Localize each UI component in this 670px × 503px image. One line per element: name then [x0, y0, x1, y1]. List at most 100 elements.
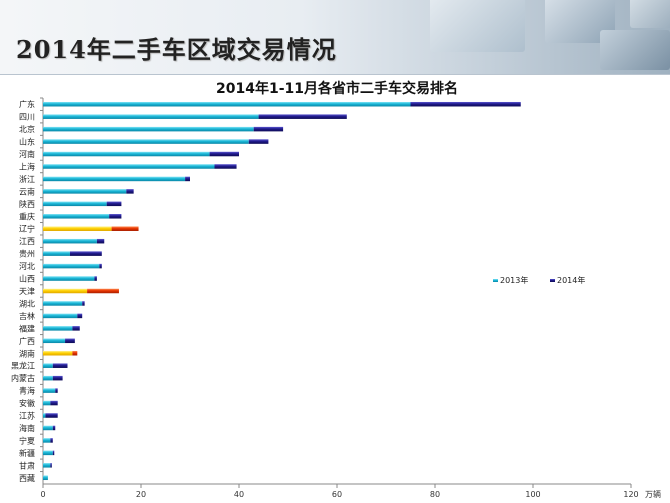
bar-2014-28 [52, 450, 55, 456]
category-label: 江西 [19, 237, 35, 246]
category-label: 重庆 [19, 211, 35, 221]
bar-2013-15 [43, 288, 88, 294]
bar-2013-24 [43, 400, 51, 406]
bar-2013-25 [43, 413, 46, 418]
bar-2014-27 [50, 438, 53, 443]
bar-2014-4 [209, 151, 239, 157]
bar-2014-12 [69, 251, 102, 256]
bar-2013-9 [43, 214, 110, 219]
bar-2013-2 [43, 126, 254, 132]
category-label: 山东 [19, 137, 35, 147]
bar-2013-27 [43, 438, 51, 443]
bar-2013-10 [43, 226, 112, 231]
category-label: 山西 [19, 274, 35, 284]
bar-2013-8 [43, 201, 107, 207]
bar-2013-29 [43, 463, 51, 468]
legend-label: 2014年 [557, 275, 585, 285]
decorative-cube [430, 0, 525, 52]
bar-2014-8 [106, 201, 122, 207]
category-label: 青海 [19, 386, 35, 396]
bar-2014-11 [96, 238, 105, 244]
bar-2014-25 [45, 413, 58, 418]
bar-2013-20 [43, 351, 73, 356]
category-label: 上海 [19, 161, 35, 171]
category-label: 浙江 [19, 174, 35, 184]
bar-2014-15 [87, 288, 119, 294]
bar-2013-16 [43, 301, 83, 306]
category-label: 湖南 [19, 348, 35, 358]
category-label: 内蒙古 [11, 373, 35, 383]
bar-2014-0 [410, 101, 521, 107]
category-label: 宁夏 [19, 435, 35, 445]
bar-2014-22 [52, 375, 63, 381]
category-label: 广东 [19, 99, 35, 109]
chart-title: 2014年1-11月各省市二手车交易排名 [216, 80, 458, 97]
bar-2014-26 [52, 425, 56, 431]
x-axis-unit: 万辆 [645, 489, 661, 499]
legend-label: 2013年 [500, 275, 528, 285]
bar-2013-21 [43, 363, 53, 368]
category-label: 安徽 [19, 398, 35, 408]
category-label: 云南 [19, 186, 35, 196]
bar-2014-3 [248, 139, 269, 144]
bar-2013-7 [43, 189, 127, 194]
x-tick-label: 80 [430, 490, 440, 499]
bar-2013-12 [43, 251, 70, 256]
bar-2013-23 [43, 388, 56, 393]
x-tick-label: 120 [623, 490, 638, 499]
bar-2014-16 [82, 301, 85, 306]
category-label: 福建 [19, 323, 35, 333]
bar-2013-14 [43, 276, 95, 281]
bar-2014-10 [111, 226, 139, 231]
bar-2014-29 [50, 463, 52, 468]
category-label: 河北 [19, 261, 35, 271]
banner-divider [0, 74, 670, 75]
bar-2013-6 [43, 176, 186, 182]
category-label: 海南 [19, 423, 35, 433]
plot-area: 0 20 40 60 80 100 120 万辆 广东四川北京山东河南上海浙江云南陕西重庆辽宁江… [11, 97, 661, 499]
bar-2014-19 [65, 338, 75, 344]
x-tick-label: 100 [525, 490, 540, 499]
category-label: 江苏 [19, 411, 35, 421]
category-label: 陕西 [19, 199, 35, 209]
bar-2013-4 [43, 151, 210, 157]
category-label: 北京 [19, 124, 35, 134]
bar-2013-19 [43, 338, 66, 344]
bar-2013-26 [43, 425, 53, 431]
decorative-cube [630, 0, 670, 28]
category-label: 吉林 [19, 311, 35, 321]
category-label: 天津 [19, 286, 35, 296]
bar-2014-2 [253, 126, 284, 132]
bar-2014-1 [258, 114, 347, 119]
x-tick-label: 60 [332, 490, 342, 499]
bar-2014-14 [94, 276, 97, 281]
category-label: 湖北 [19, 299, 35, 308]
bar-2014-9 [109, 214, 122, 219]
category-label: 黑龙江 [11, 361, 35, 371]
category-label: 辽宁 [19, 224, 35, 234]
category-label: 四川 [19, 113, 35, 122]
decorative-cube [600, 30, 670, 70]
legend: 2013年 2014年 [493, 275, 585, 285]
category-label: 贵州 [19, 249, 35, 259]
x-tick-label: 0 [40, 490, 45, 499]
category-label: 广西 [19, 336, 35, 346]
bar-2014-7 [126, 189, 134, 194]
x-tick-label: 40 [234, 490, 244, 499]
bar-2014-17 [77, 313, 83, 319]
bar-2013-30 [43, 475, 48, 481]
bar-2013-5 [43, 164, 215, 169]
x-tick-label: 20 [136, 490, 146, 499]
bar-2014-23 [55, 388, 58, 393]
category-label: 甘肃 [19, 460, 35, 470]
slide-title: 2014年二手车区域交易情况 [16, 35, 337, 64]
header-banner: 2014年二手车区域交易情况 [0, 0, 670, 75]
legend-swatch [550, 279, 555, 282]
legend-swatch [493, 279, 498, 282]
bar-2014-24 [50, 400, 58, 406]
bar-2013-0 [43, 101, 411, 107]
bar-2014-13 [99, 263, 102, 269]
bar-2013-28 [43, 450, 53, 456]
bar-2014-5 [214, 164, 237, 169]
